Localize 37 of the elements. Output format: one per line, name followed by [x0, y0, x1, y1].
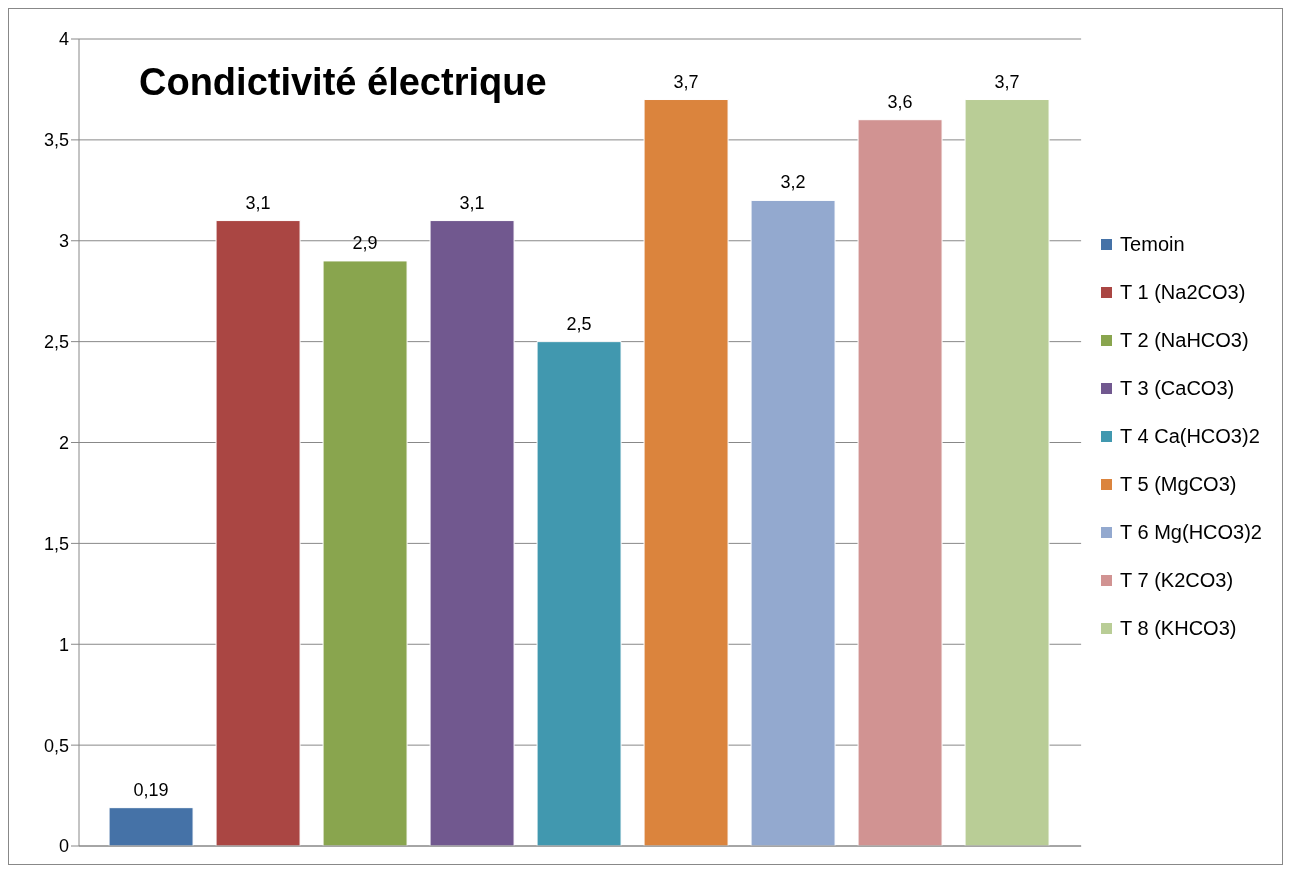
bar [536, 341, 622, 846]
legend-label: T 5 (MgCO3) [1120, 473, 1237, 496]
legend-label: T 4 Ca(HCO3)2 [1120, 425, 1260, 448]
y-tick-label: 0,5 [43, 735, 69, 756]
bar [429, 220, 515, 846]
y-tick-label: 1,5 [43, 533, 69, 554]
y-tick-label: 2,5 [43, 332, 69, 353]
y-tick-label: 3,5 [43, 130, 69, 151]
legend-label: T 6 Mg(HCO3)2 [1120, 521, 1262, 544]
data-label: 3,2 [780, 172, 806, 193]
data-label: 2,9 [352, 232, 378, 253]
legend-label: T 2 (NaHCO3) [1120, 329, 1249, 352]
y-tick-label: 0 [58, 836, 69, 857]
y-tick-label: 2 [58, 432, 69, 453]
legend-label: T 3 (CaCO3) [1120, 377, 1235, 400]
bar [643, 99, 729, 846]
y-tick-label: 3 [58, 231, 69, 252]
y-tick-label: 4 [58, 29, 69, 50]
data-label: 2,5 [566, 313, 592, 334]
y-tick-label: 1 [58, 634, 69, 655]
data-label: 3,7 [994, 71, 1020, 92]
data-label: 3,7 [673, 71, 699, 92]
data-label: 3,1 [459, 192, 485, 213]
data-label: 3,1 [245, 192, 271, 213]
bar [964, 99, 1050, 846]
legend-label: T 1 (Na2CO3) [1120, 281, 1246, 304]
bar [857, 119, 943, 846]
bar [108, 807, 194, 846]
legend-label: Temoin [1120, 233, 1185, 256]
bar [215, 220, 301, 846]
legend-label: T 7 (K2CO3) [1120, 569, 1234, 592]
legend-label: T 8 (KHCO3) [1120, 617, 1237, 640]
data-label: 3,6 [887, 91, 913, 112]
bar [750, 199, 836, 846]
data-label: 0,19 [133, 779, 169, 800]
bar [322, 260, 408, 846]
text: Condictivité électrique [139, 61, 547, 104]
